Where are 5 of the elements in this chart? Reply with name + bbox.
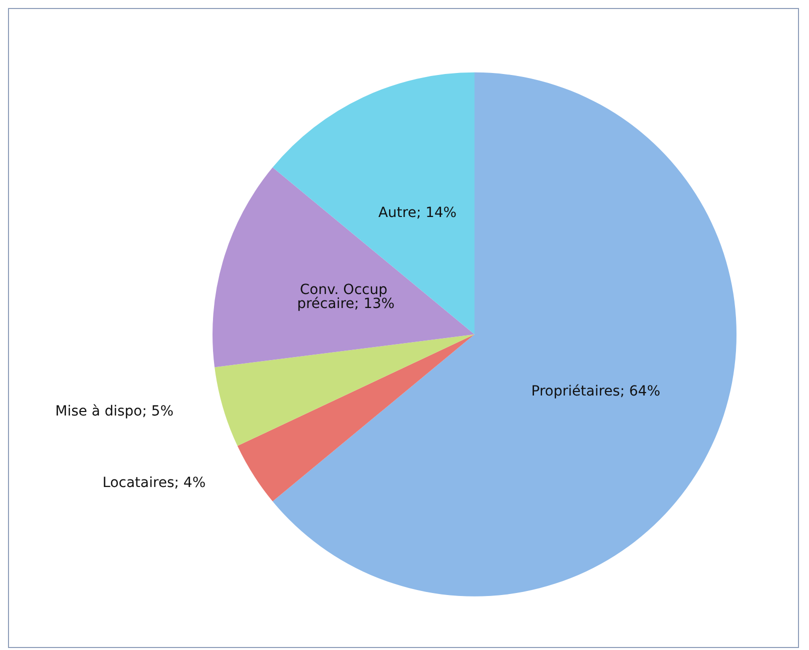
slice-label: Autre; 14%	[378, 205, 457, 222]
slice-label: Locataires; 4%	[102, 474, 206, 491]
slice-label: Mise à dispo; 5%	[55, 404, 174, 420]
slice-label: Conv. Occup précaire; 13%	[297, 282, 395, 312]
slice-label: Propriétaires; 64%	[531, 383, 660, 400]
